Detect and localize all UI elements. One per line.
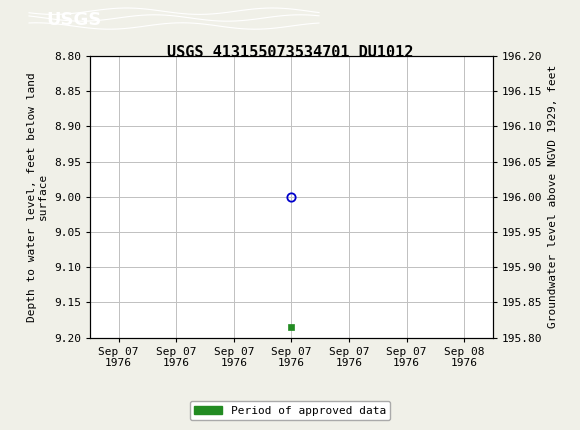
Text: USGS 413155073534701 DU1012: USGS 413155073534701 DU1012 (167, 45, 413, 60)
Y-axis label: Groundwater level above NGVD 1929, feet: Groundwater level above NGVD 1929, feet (548, 65, 558, 329)
Legend: Period of approved data: Period of approved data (190, 401, 390, 420)
Text: USGS: USGS (46, 11, 102, 29)
Y-axis label: Depth to water level, feet below land
surface: Depth to water level, feet below land su… (27, 72, 48, 322)
